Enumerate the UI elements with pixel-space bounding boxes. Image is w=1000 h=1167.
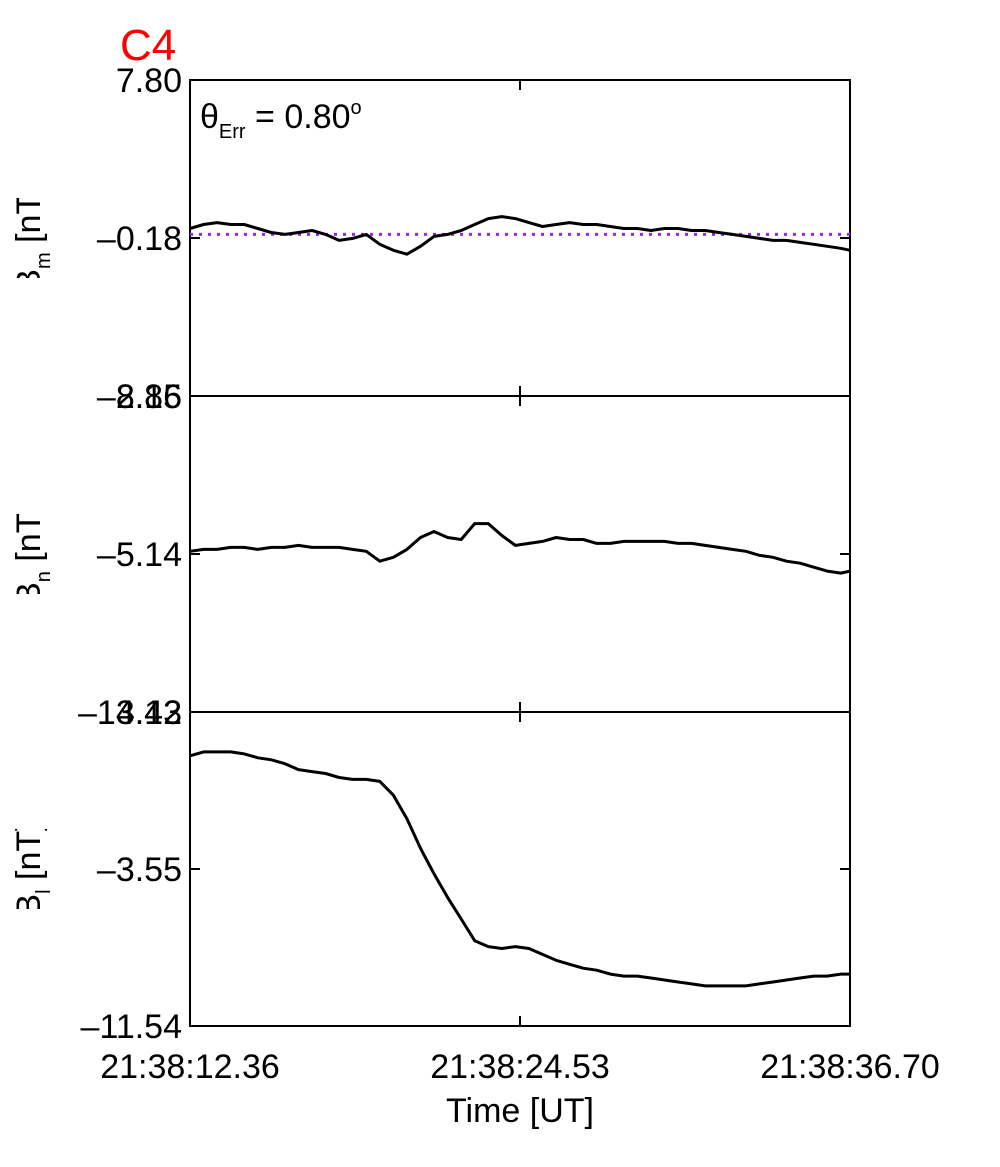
theta-error-annotation: θErr = 0.80o [200,97,362,143]
y-axis-label-Bl: Bl [nT] [10,821,55,916]
degree-symbol: o [351,97,362,119]
y-axis-label-Bm: Bm [nT] [10,184,55,291]
y-tick-label: –3.55 [97,851,182,889]
y-tick-label: 4.43 [116,694,182,732]
y-tick-label: –11.54 [81,1008,182,1046]
theta-subscript: Err [219,121,246,143]
panel-Bm: 7.80 –0.18 –8.16 Bm [nT] [10,62,851,416]
panel-frame [189,711,851,1027]
x-tick-label: 21:38:36.70 [760,1048,940,1086]
y-tick-label: –13.12 [78,694,182,732]
y-tick-label: –5.14 [97,536,182,574]
y-tick-label: –8.16 [97,378,182,416]
x-axis: 21:38:12.36 21:38:24.53 21:38:36.70 [100,1048,940,1086]
y-tick-label: –0.18 [97,220,182,258]
series-line-Bn [189,522,851,575]
y-tick-label: 2.85 [116,378,182,416]
x-tick-label: 21:38:24.53 [430,1048,610,1086]
panel-Bn: 2.85 –5.14 –13.12 Bn [nT] [10,378,851,732]
y-tick-label: 7.80 [116,62,182,100]
svg-text:θErr = 0.80o: θErr = 0.80o [200,97,362,143]
series-line-Bm [189,215,851,256]
y-axis-label-Bn: Bn [nT] [10,503,55,605]
series-line-Bl [189,750,850,988]
x-axis-label: Time [UT] [446,1092,594,1130]
panel-Bl: 4.43 –3.55 –11.54 Bl [nT] [10,694,851,1046]
x-tick-label: 21:38:12.36 [100,1048,280,1086]
chart-title: C4 [120,21,176,70]
theta-value: = 0.80 [246,98,351,136]
theta-symbol: θ [200,98,219,136]
